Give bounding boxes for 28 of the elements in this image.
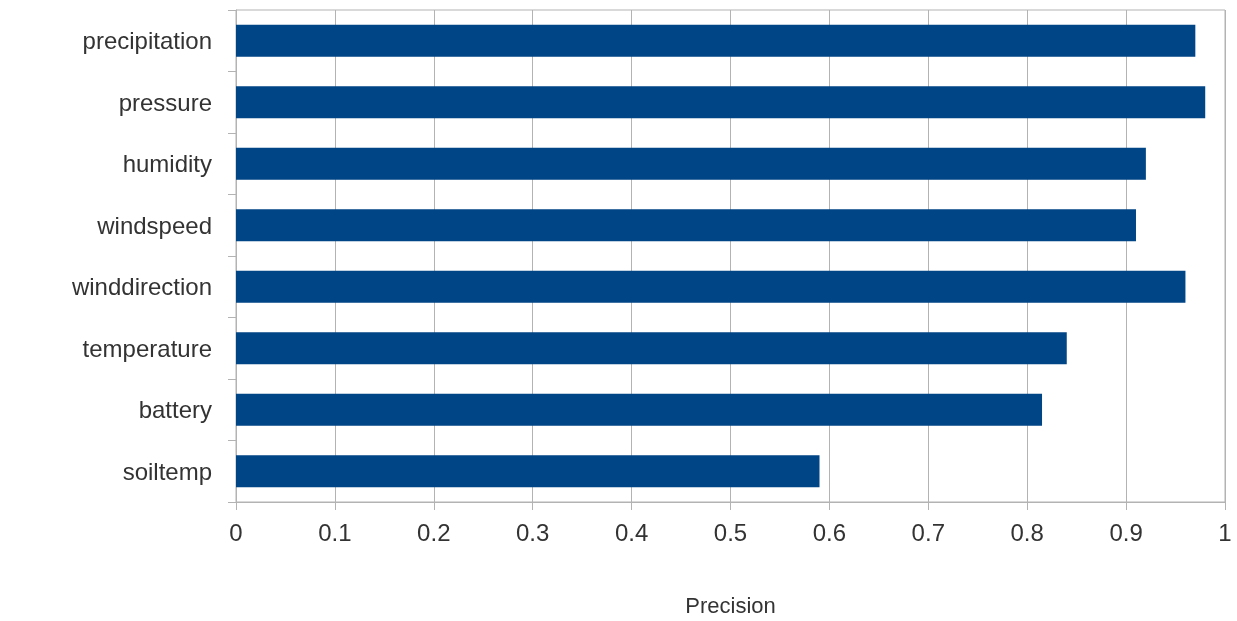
y-tick-label: winddirection (70, 273, 212, 301)
x-tick-label: 0.8 (1010, 518, 1044, 546)
y-tick-label: temperature (82, 334, 212, 362)
y-tick-label: windspeed (96, 211, 212, 239)
x-axis-title: Precision (685, 592, 776, 618)
bar (236, 86, 1206, 119)
y-tick-label: pressure (118, 88, 212, 116)
bar (236, 209, 1136, 242)
y-tick-label: humidity (122, 150, 212, 178)
bar (236, 455, 820, 488)
bar (236, 24, 1196, 57)
x-tick-label: 0.6 (812, 518, 847, 546)
x-tick-label: 0.9 (1109, 518, 1143, 546)
bar (236, 332, 1067, 365)
x-tick-label: 0.3 (516, 518, 550, 546)
y-tick-label: battery (138, 396, 212, 424)
bar (236, 147, 1146, 180)
x-tick-label: 0 (229, 518, 243, 546)
x-tick-label: 0.5 (713, 518, 748, 546)
x-tick-label: 0.7 (911, 518, 945, 546)
y-tick-label: soiltemp (122, 457, 212, 485)
bar (236, 270, 1186, 303)
x-tick-label: 0.1 (318, 518, 352, 546)
bar (236, 393, 1043, 426)
y-tick-label: precipitation (82, 27, 212, 55)
x-tick-label: 1 (1218, 518, 1232, 546)
x-tick-label: 0.2 (417, 518, 451, 546)
x-tick-label: 0.4 (614, 518, 649, 546)
